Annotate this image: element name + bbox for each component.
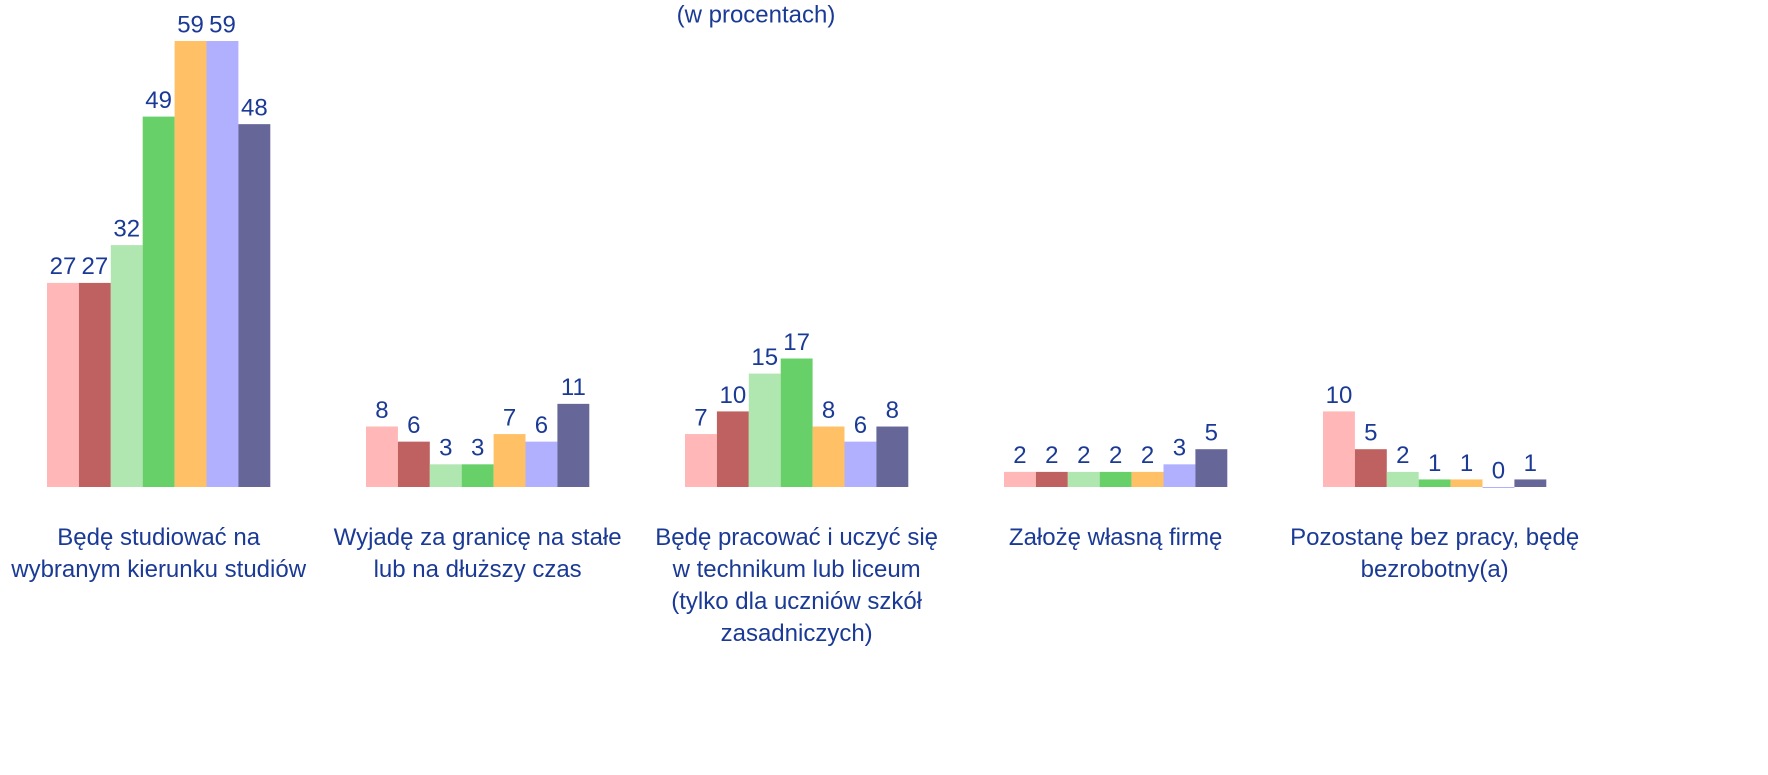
bar — [1195, 449, 1228, 487]
bar — [844, 441, 877, 487]
bar — [1514, 479, 1547, 487]
bar — [1323, 411, 1355, 487]
bar — [238, 124, 271, 488]
value-label: 1 — [1428, 450, 1441, 477]
bar — [397, 441, 430, 487]
bar — [206, 41, 239, 487]
value-label: 15 — [751, 344, 778, 371]
value-label: 27 — [50, 253, 77, 280]
value-label: 3 — [1173, 435, 1186, 462]
value-label: 8 — [822, 397, 835, 424]
bar — [780, 358, 813, 487]
value-label: 0 — [1492, 457, 1505, 484]
bar — [142, 116, 175, 487]
category-label: Wyjadę za granicę na stałe lub na dłuższ… — [333, 524, 622, 583]
bar — [1131, 471, 1164, 487]
bar — [110, 245, 143, 487]
value-label: 11 — [561, 374, 586, 401]
bar — [1035, 471, 1068, 487]
bar — [557, 403, 590, 487]
category-label: Będę studiować na wybranym kierunku stud… — [11, 524, 307, 583]
value-label: 10 — [719, 382, 746, 409]
bar — [1004, 471, 1036, 487]
value-label: 3 — [471, 435, 484, 462]
bar — [174, 41, 207, 487]
value-label: 2 — [1013, 442, 1026, 469]
bar — [1067, 471, 1100, 487]
value-label: 32 — [113, 215, 140, 242]
bar — [525, 441, 558, 487]
bar — [47, 282, 79, 487]
bar — [78, 282, 111, 487]
value-label: 6 — [854, 412, 867, 439]
bar — [876, 426, 909, 487]
bar — [748, 373, 781, 487]
category-label: Będę pracować i uczyć się w technikum lu… — [655, 524, 939, 647]
value-label: 5 — [1205, 420, 1218, 447]
bar — [429, 464, 462, 487]
bar — [366, 426, 398, 487]
bar — [1386, 471, 1419, 487]
value-label: 2 — [1077, 442, 1090, 469]
bar — [461, 464, 494, 487]
value-label: 6 — [407, 412, 420, 439]
value-label: 6 — [535, 412, 548, 439]
value-label: 8 — [375, 397, 388, 424]
value-label: 3 — [439, 435, 452, 462]
value-label: 7 — [503, 404, 516, 431]
bar — [1418, 479, 1451, 487]
value-label: 2 — [1045, 442, 1058, 469]
bar — [716, 411, 749, 487]
value-label: 5 — [1364, 420, 1377, 447]
value-label: 59 — [177, 11, 204, 38]
category-label: Pozostanę bez pracy, będę bezrobotny(a) — [1290, 524, 1580, 583]
value-label: 10 — [1326, 382, 1353, 409]
bar — [1450, 479, 1483, 487]
value-label: 2 — [1109, 442, 1122, 469]
value-label: 49 — [145, 87, 172, 114]
value-label: 48 — [241, 94, 268, 121]
value-label: 8 — [886, 397, 899, 424]
bar — [812, 426, 845, 487]
value-label: 1 — [1460, 450, 1473, 477]
value-label: 2 — [1396, 442, 1409, 469]
value-label: 1 — [1524, 450, 1537, 477]
value-label: 59 — [209, 11, 236, 38]
bar — [493, 434, 526, 487]
bar — [1482, 487, 1515, 488]
value-label: 7 — [694, 404, 707, 431]
value-label: 27 — [81, 253, 108, 280]
category-label: Założę własną firmę — [1008, 524, 1223, 551]
bar — [685, 434, 717, 487]
bar — [1099, 471, 1132, 487]
chart-subtitle: (w procentach) — [677, 1, 836, 28]
bar — [1163, 464, 1196, 487]
bar — [1354, 449, 1387, 487]
value-label: 17 — [783, 329, 810, 356]
value-label: 2 — [1141, 442, 1154, 469]
